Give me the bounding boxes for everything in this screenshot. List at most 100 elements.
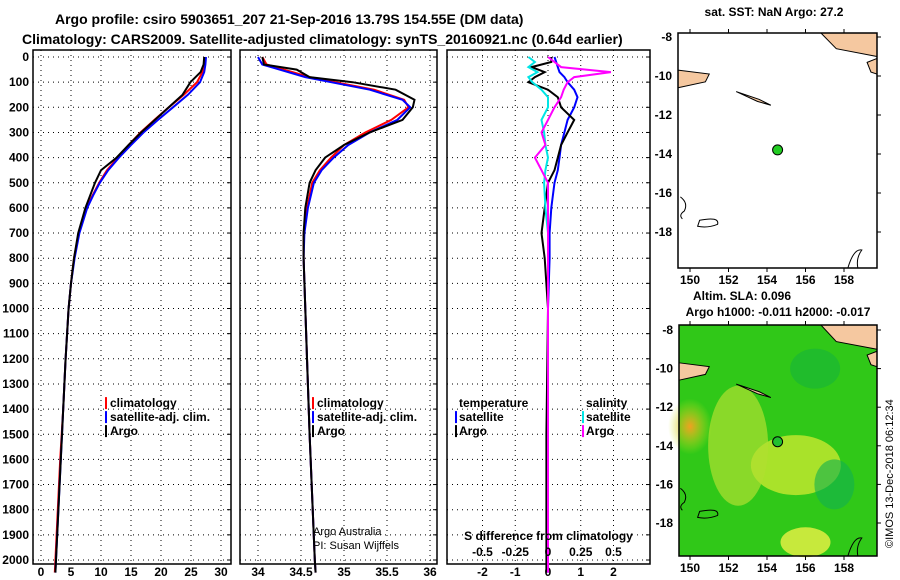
lat-tick-label: -8: [661, 30, 672, 44]
legend-swatch: [312, 397, 314, 410]
x-tick-label: 34: [251, 565, 265, 579]
lon-tick-label: 154: [757, 273, 777, 287]
depth-tick-label: 1400: [2, 402, 29, 416]
depth-tick-label: 1600: [2, 452, 29, 466]
depth-tick-label: 1800: [2, 503, 29, 517]
x-tick-label: 34.5: [289, 565, 313, 579]
legend-title-temperature: temperature: [459, 396, 529, 410]
legend-swatch: [312, 425, 314, 438]
lon-tick-label: 158: [834, 273, 854, 287]
lat-tick-label: -14: [656, 439, 674, 453]
depth-tick-label: 1500: [2, 427, 29, 441]
lat-tick-label: -12: [656, 400, 674, 414]
lon-tick-label: 152: [718, 561, 738, 575]
lat-tick-label: -18: [655, 225, 673, 239]
map2-title-sla: Altim. SLA: 0.096: [693, 289, 791, 303]
x-tick-label: 10: [94, 565, 108, 579]
plot-frame: [239, 49, 438, 565]
lon-tick-label: 152: [718, 273, 738, 287]
x2-tick-label: 0.25: [569, 545, 593, 559]
lon-tick-label: 154: [757, 561, 777, 575]
legend-label: climatology: [317, 396, 384, 410]
lon-tick-label: 150: [680, 273, 700, 287]
series-line-s-satellite: [526, 56, 550, 573]
depth-tick-label: 800: [9, 251, 29, 265]
x-tick-label: 5: [68, 565, 75, 579]
depth-tick-label: 1100: [3, 327, 29, 341]
x-tick-label: 20: [154, 565, 168, 579]
series-line-argo: [54, 56, 206, 573]
x-tick-label: -1: [510, 565, 521, 579]
lat-tick-label: -14: [655, 147, 673, 161]
legend-swatch: [105, 397, 107, 410]
reef-outline: [680, 196, 719, 228]
salinity-panel: 3434.53535.536salinityclimatologysatelli…: [239, 49, 438, 579]
map-frame: [677, 32, 878, 269]
depth-tick-label: 1000: [2, 302, 29, 316]
x2-tick-label: -0.25: [502, 545, 530, 559]
x2-tick-label: 0.5: [605, 545, 622, 559]
land-island: [735, 383, 772, 399]
depth-tick-label: 300: [9, 125, 29, 139]
legend-swatch: [105, 425, 107, 438]
x2-tick-label: 0: [545, 545, 552, 559]
map1-title: sat. SST: NaN Argo: 27.2: [705, 5, 844, 19]
lat-tick-label: -16: [656, 477, 674, 491]
depth-tick-label: 1700: [2, 478, 29, 492]
lat-tick-label: -18: [656, 516, 674, 530]
depth-tick-label: 100: [9, 75, 29, 89]
legend-swatch: [455, 411, 457, 424]
lat-tick-label: -10: [656, 362, 674, 376]
lon-tick-label: 156: [795, 561, 815, 575]
x2-axis-label: S difference from climatology: [464, 529, 633, 543]
reef-outline: [680, 487, 719, 519]
x-tick-label: 30: [214, 565, 228, 579]
x-tick-label: -2: [477, 565, 488, 579]
legend-label: Argo: [110, 424, 138, 438]
title-line-1: Argo profile: csiro 5903651_207 21-Sep-2…: [55, 11, 523, 27]
legend-label: Argo: [317, 424, 345, 438]
lon-tick-label: 150: [680, 561, 700, 575]
difference-panel: -2-1012T difference from climatologytemp…: [446, 49, 651, 579]
legend-label: satellite-adj. clim.: [317, 410, 417, 424]
legend-swatch: [582, 425, 584, 438]
land-island: [866, 57, 878, 75]
temperature-panel: 0100200300400500600700800900100011001200…: [2, 49, 232, 579]
map2-title-argo-height: Argo h1000: -0.011 h2000: -0.017: [686, 305, 871, 319]
x2-tick-label: -0.5: [472, 545, 493, 559]
x-tick-label: 36: [423, 565, 437, 579]
lat-tick-label: -16: [655, 186, 673, 200]
depth-tick-label: 200: [9, 100, 29, 114]
sla-high-region: [780, 527, 831, 558]
map-frame: [678, 324, 878, 557]
argo-float-marker: [772, 436, 784, 448]
depth-tick-label: 500: [9, 176, 29, 190]
legend-label: satellite: [586, 410, 631, 424]
sla-low-region: [814, 459, 855, 510]
lat-tick-label: -10: [655, 69, 673, 83]
sla-high-region: [708, 385, 769, 506]
lon-tick-label: 156: [795, 273, 815, 287]
x-tick-label: 35.5: [375, 565, 399, 579]
sst-map: sat. SST: NaN Argo: 27.2 150 152 154 156 158 -…: [655, 5, 881, 287]
x-tick-label: 25: [184, 565, 198, 579]
legend-label: satellite-adj. clim.: [110, 410, 210, 424]
series-line-climatology: [53, 56, 206, 573]
x-tick-label: 15: [124, 565, 138, 579]
depth-tick-label: 1900: [2, 528, 29, 542]
sla-max-region: [668, 398, 712, 455]
legend-title-salinity: salinity: [586, 396, 628, 410]
x-tick-label: 0: [38, 565, 45, 579]
series-line-argo: [261, 56, 416, 573]
depth-tick-label: 1300: [2, 377, 29, 391]
x-tick-label: 1: [577, 565, 584, 579]
legend-swatch: [582, 411, 584, 424]
legend-label: climatology: [110, 396, 177, 410]
title-line-2: Climatology: CARS2009. Satellite-adjuste…: [22, 31, 623, 47]
land-solomons: [819, 32, 878, 58]
land-island: [735, 91, 772, 106]
x-tick-label: 2: [610, 565, 617, 579]
plot-frame: [32, 49, 232, 565]
